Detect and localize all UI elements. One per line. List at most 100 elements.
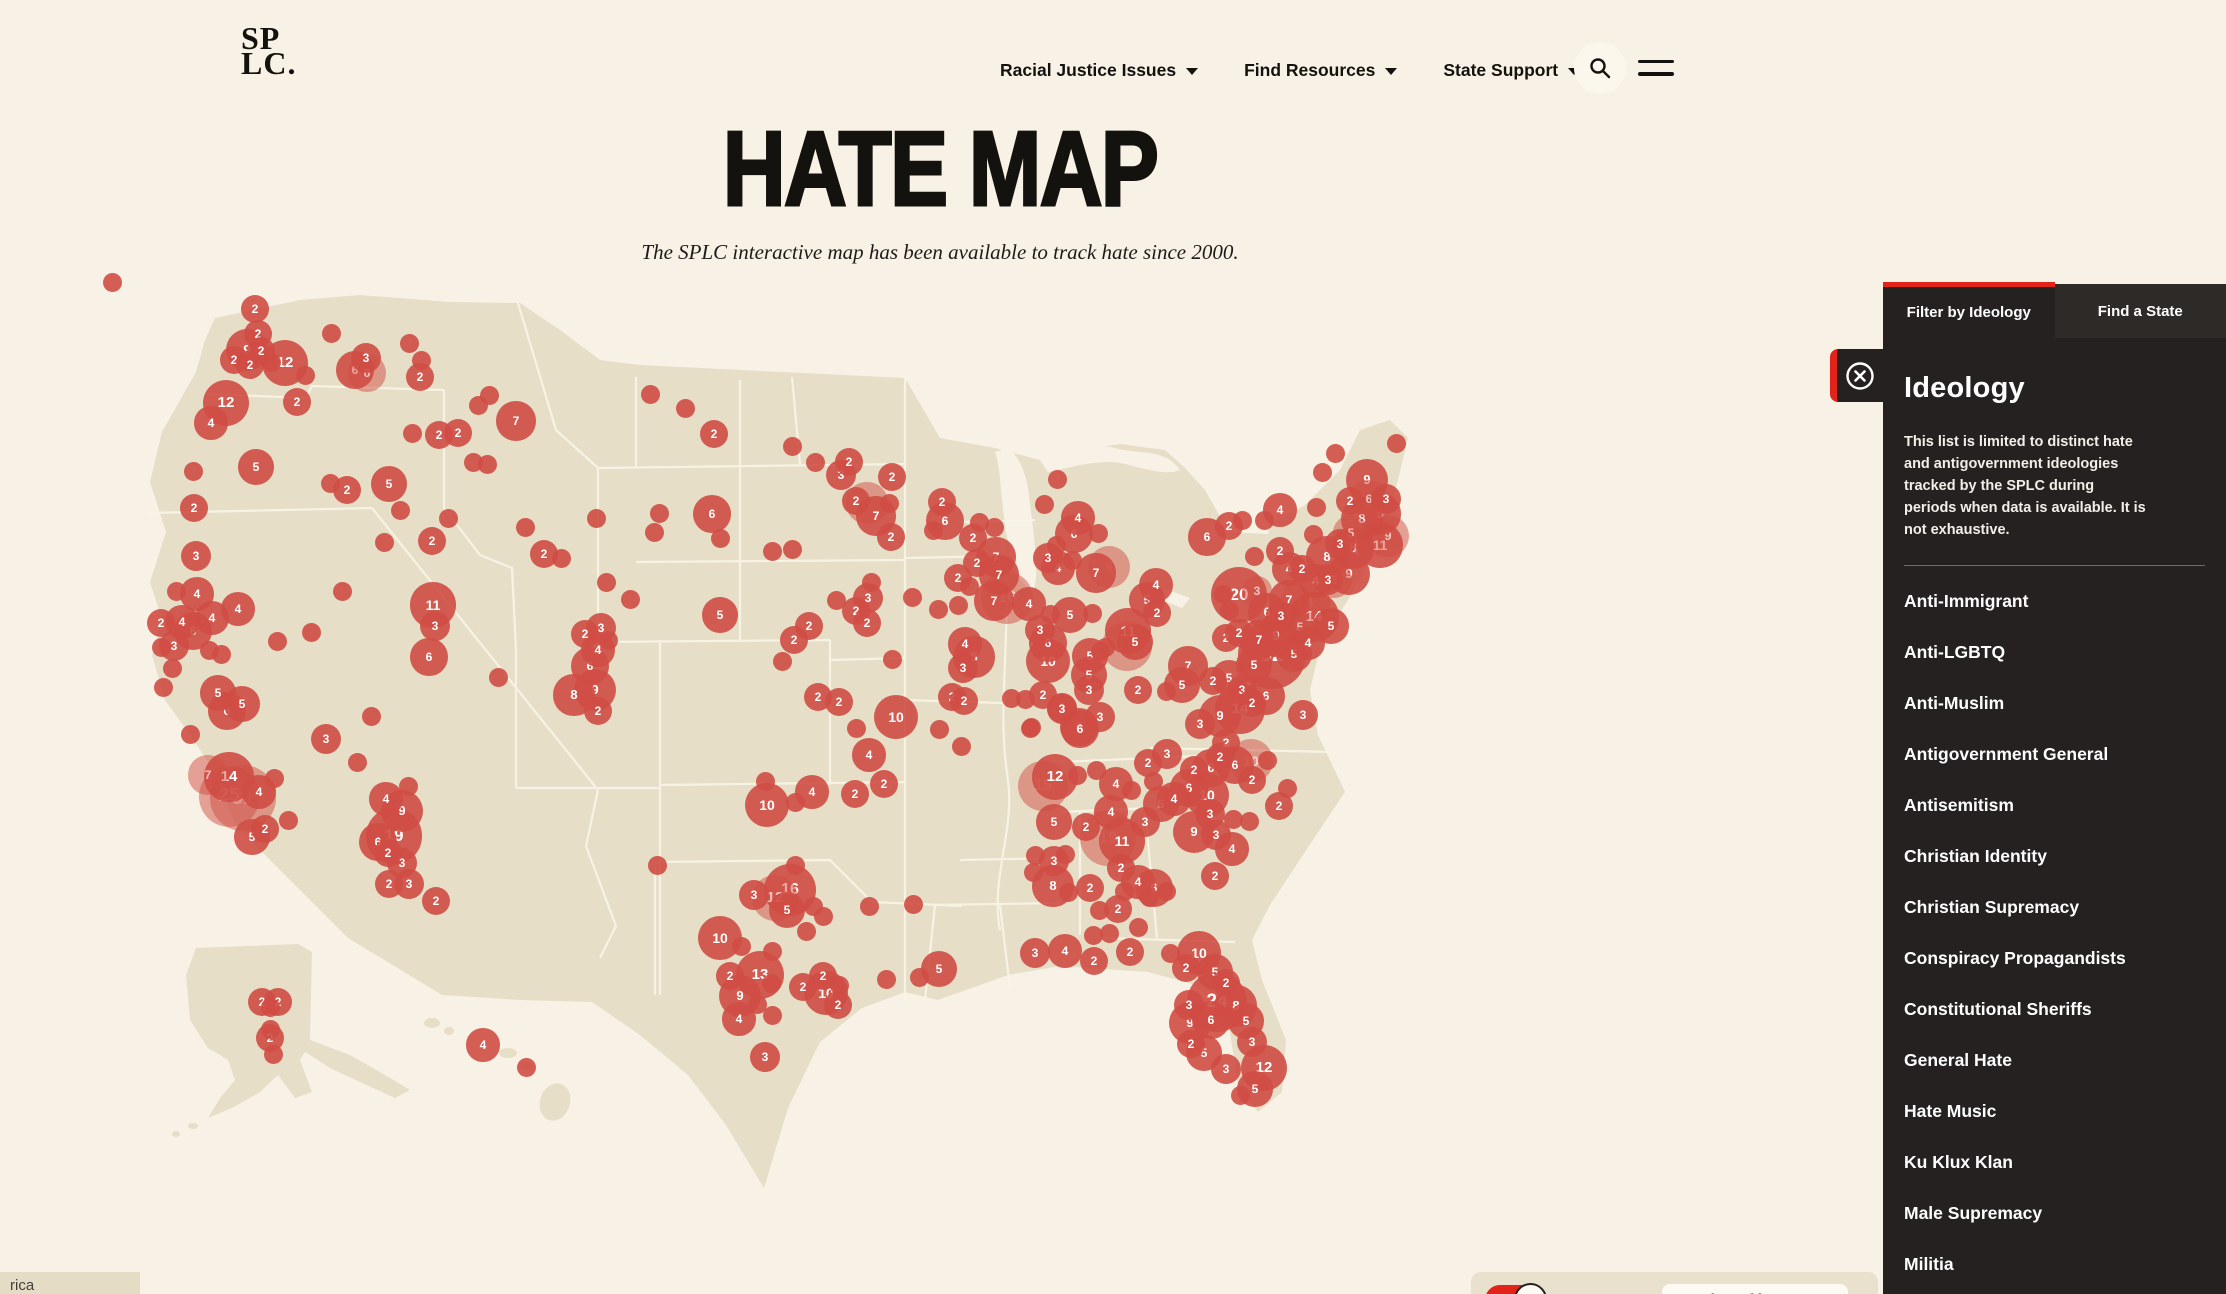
map-cluster-marker[interactable]: 3 [310,723,342,755]
map-cluster-marker[interactable]: 2 [823,990,852,1019]
map-cluster-marker[interactable]: 3 [1236,1026,1268,1058]
map-dot-marker[interactable] [876,969,896,989]
map-dot-marker[interactable] [347,752,367,772]
map-cluster-marker[interactable]: 3 [180,540,212,572]
map-cluster-marker[interactable]: 3 [1370,483,1402,515]
map-cluster-marker[interactable]: 2 [179,493,208,522]
map-dot-marker[interactable] [1023,862,1043,882]
map-dot-marker[interactable] [263,1044,283,1064]
map-dot-marker[interactable] [782,436,802,456]
map-dot-marker[interactable] [390,500,410,520]
map-dot-marker[interactable] [162,658,182,678]
map-dot-marker[interactable] [1143,771,1163,791]
map-cluster-marker[interactable]: 2 [1071,812,1100,841]
map-dot-marker[interactable] [468,395,488,415]
map-dot-marker[interactable] [264,768,284,788]
map-cluster-marker[interactable]: 2 [1176,1029,1205,1058]
map-cluster-marker[interactable]: 6 [693,495,731,533]
map-dot-marker[interactable] [1244,546,1264,566]
map-cluster-marker[interactable]: 2 [1335,486,1364,515]
map-cluster-marker[interactable]: 2 [1287,554,1316,583]
map-dot-marker[interactable] [166,581,186,601]
map-dot-marker[interactable] [782,539,802,559]
map-dot-marker[interactable] [1386,433,1406,453]
nav-item-find-resources[interactable]: Find Resources [1244,60,1398,81]
map-dot-marker[interactable] [361,706,381,726]
close-panel-button[interactable] [1830,349,1883,402]
map-cluster-marker[interactable]: 2 [421,886,450,915]
map-cluster-marker[interactable]: 2 [1179,755,1208,784]
map-cluster-marker[interactable]: 4 [369,782,403,816]
map-dot-marker[interactable] [516,1057,536,1077]
map-cluster-marker[interactable]: 3 [1287,699,1319,731]
map-dot-marker[interactable] [1128,917,1148,937]
map-dot-marker[interactable] [846,718,866,738]
map-cluster-marker[interactable]: 6 [410,638,448,676]
map-cluster-marker[interactable]: 2 [1200,861,1229,890]
map-dot-marker[interactable] [1230,1085,1250,1105]
map-dot-marker[interactable] [1213,584,1233,604]
map-dot-marker[interactable] [1040,604,1060,624]
map-dot-marker[interactable] [675,398,695,418]
tab-find-a-state[interactable]: Find a State [2054,284,2226,338]
map-cluster-marker[interactable]: 2 [788,972,817,1001]
nav-item-state-support[interactable]: State Support [1443,60,1581,81]
map-cluster-marker[interactable]: 3 [1019,937,1051,969]
map-dot-marker[interactable] [882,649,902,669]
map-dot-marker[interactable] [411,350,431,370]
map-dot-marker[interactable] [923,520,943,540]
map-dot-marker[interactable] [260,1019,280,1039]
map-dot-marker[interactable] [1312,462,1332,482]
ideology-item-militia[interactable]: Militia [1904,1254,1954,1274]
map-cluster-marker[interactable]: 3 [1265,600,1297,632]
ideology-item-antigovernment-general[interactable]: Antigovernment General [1904,744,2109,764]
map-cluster-marker[interactable]: 2 [250,814,279,843]
map-dot-marker[interactable] [829,975,849,995]
map-cluster-marker[interactable]: 4 [1291,626,1325,660]
map-dot-marker[interactable] [321,323,341,343]
map-dot-marker[interactable] [826,590,846,610]
ideology-item-hate-music[interactable]: Hate Music [1904,1101,1997,1121]
map-dot-marker[interactable] [805,452,825,472]
map-dot-marker[interactable] [295,365,315,385]
map-dot-marker[interactable] [951,736,971,756]
map-cluster-marker[interactable]: 2 [417,526,446,555]
map-cluster-marker[interactable]: 2 [1123,675,1152,704]
map-cluster-marker[interactable]: 7 [496,401,536,441]
map-cluster-marker[interactable]: 2 [852,608,881,637]
map-cluster-marker[interactable]: 2 [373,838,402,867]
ideology-item-conspiracy-propagandists[interactable]: Conspiracy Propagandists [1904,948,2126,968]
map-dot-marker[interactable] [959,576,979,596]
map-dot-marker[interactable] [969,512,989,532]
map-cluster-marker[interactable]: 7 [188,755,228,795]
map-dot-marker[interactable] [398,776,418,796]
map-cluster-marker[interactable]: 2 [840,779,869,808]
map-dot-marker[interactable] [596,572,616,592]
search-button[interactable] [1574,42,1626,94]
ideology-item-anti-muslim[interactable]: Anti-Muslim [1904,693,2005,713]
map-cluster-marker[interactable]: 2 [876,522,905,551]
map-dot-marker[interactable] [1219,600,1239,620]
map-dot-marker[interactable] [1257,750,1277,770]
map-dot-marker[interactable] [1047,469,1067,489]
map-dot-marker[interactable] [861,572,881,592]
map-dot-marker[interactable] [762,941,782,961]
map-dot-marker[interactable] [477,454,497,474]
map-cluster-marker[interactable]: 4 [1048,934,1082,968]
map-dot-marker[interactable] [1089,900,1109,920]
map-cluster-marker[interactable]: 2 [715,961,744,990]
map-dot-marker[interactable] [1095,637,1115,657]
map-dot-marker[interactable] [1254,510,1274,530]
map-cluster-marker[interactable]: 7 [974,581,1014,621]
map-cluster-marker[interactable]: 2 [1075,873,1104,902]
map-dot-marker[interactable] [151,637,171,657]
map-cluster-marker[interactable]: 2 [1224,618,1253,647]
map-dot-marker[interactable] [1088,523,1108,543]
map-dot-marker[interactable] [1277,778,1297,798]
map-dot-marker[interactable] [1082,603,1102,623]
map-dot-marker[interactable] [785,855,805,875]
map-dot-marker[interactable] [1239,811,1259,831]
map-dot-marker[interactable] [183,461,203,481]
map-dot-marker[interactable] [640,384,660,404]
map-dot-marker[interactable] [1055,844,1075,864]
